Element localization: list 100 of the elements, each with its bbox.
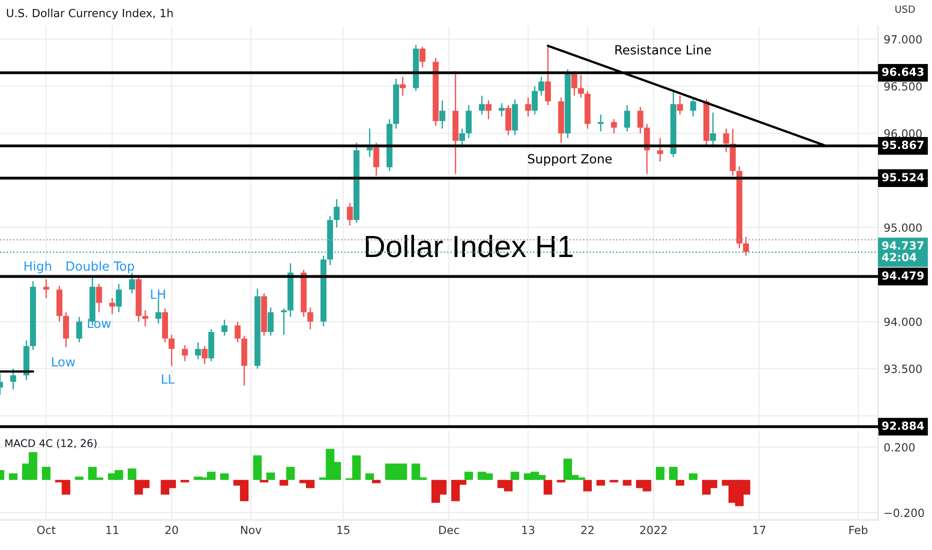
bar	[220, 473, 229, 480]
bar	[510, 472, 520, 480]
candlestick	[234, 320, 241, 343]
candlestick	[525, 96, 532, 118]
candlestick	[743, 236, 749, 256]
candlestick	[307, 306, 314, 330]
candlestick	[486, 100, 492, 120]
bar	[556, 480, 566, 482]
x-tick-label: 22	[581, 526, 594, 534]
bar	[622, 480, 632, 486]
candlestick	[366, 128, 373, 158]
candlestick	[195, 342, 202, 360]
x-tick-label: 15	[337, 526, 350, 534]
bar	[372, 480, 381, 484]
y-tick-label: 95.000	[884, 223, 922, 232]
candlestick	[624, 104, 630, 132]
bar	[280, 480, 288, 486]
bar	[365, 473, 374, 480]
candlestick	[578, 74, 584, 98]
candlestick	[346, 202, 353, 226]
bar	[260, 480, 268, 482]
x-tick-label: 17	[753, 526, 766, 534]
candlestick	[10, 368, 16, 390]
annotation: Resistance Line	[615, 44, 711, 55]
candlestick	[498, 102, 505, 118]
candlestick	[710, 112, 716, 148]
candlestick	[690, 96, 696, 118]
candlestick	[723, 128, 730, 153]
bar	[128, 468, 136, 480]
candlestick	[676, 95, 683, 116]
candlestick	[129, 272, 135, 294]
y-tick-label: 96.500	[884, 82, 922, 91]
bar	[8, 473, 18, 480]
candlestick	[538, 76, 544, 96]
x-tick-label: 11	[106, 526, 118, 534]
candlestick	[268, 306, 274, 336]
chart-title: U.S. Dollar Currency Index, 1h	[6, 8, 173, 20]
candlestick	[63, 312, 69, 348]
candlestick	[505, 104, 512, 136]
bar	[464, 472, 473, 480]
candlestick	[334, 198, 340, 228]
bar	[42, 466, 50, 480]
candlestick	[182, 344, 188, 362]
candlestick	[466, 104, 472, 139]
candlestick	[544, 46, 551, 106]
candlestick	[373, 142, 380, 176]
x-tick-label: Feb	[849, 526, 868, 534]
candlestick	[400, 76, 406, 96]
bar	[544, 480, 552, 495]
candlestick	[142, 310, 148, 327]
x-tick-label: 20	[165, 526, 178, 534]
bar	[180, 480, 190, 482]
ref-line-label: 94.479	[882, 271, 924, 280]
annotation: High	[24, 261, 52, 274]
bar	[74, 476, 84, 480]
x-tick-label: Dec	[439, 526, 459, 534]
candlestick	[96, 283, 102, 313]
candlestick	[221, 319, 228, 336]
candlestick	[478, 95, 485, 116]
candlestick	[116, 283, 122, 313]
ref-line-label: 92.884	[882, 422, 924, 430]
text: MACD 4C (12, 26)	[5, 439, 97, 448]
candlestick	[155, 298, 162, 324]
x-tick-label: 13	[522, 526, 534, 534]
y-tick-label: 93.500	[884, 364, 922, 374]
ref-line-label: 94.737 42:04	[882, 241, 924, 262]
annotation: Double Top	[66, 261, 134, 274]
annotation: LH	[151, 290, 165, 299]
candlestick	[571, 70, 578, 96]
candlestick	[459, 128, 466, 148]
ref-line-label: 95.867	[882, 140, 924, 150]
candlestick	[76, 316, 82, 343]
bar	[286, 466, 295, 480]
candlestick	[657, 137, 664, 162]
text: USD	[895, 5, 915, 13]
y-tick-label: −0.200	[884, 508, 924, 518]
x-tick-label: Nov	[241, 526, 262, 534]
ref-line-label: 96.643	[882, 68, 924, 76]
annotation: Dollar Index H1	[366, 234, 573, 258]
bar	[669, 466, 678, 480]
candlestick	[439, 100, 446, 130]
candlestick	[532, 86, 538, 116]
candlestick	[420, 46, 426, 68]
candlestick	[637, 106, 644, 134]
candlestick	[644, 123, 650, 174]
annotation: Low	[88, 318, 111, 328]
candlestick	[610, 118, 617, 134]
bar	[253, 455, 262, 480]
bar	[676, 480, 684, 486]
bar	[596, 480, 606, 486]
ref-line-label: 95.524	[882, 172, 924, 182]
annotation: LL	[162, 374, 175, 384]
bar	[610, 480, 618, 482]
bar	[688, 473, 698, 480]
candlestick	[202, 345, 208, 365]
annotation: Support Zone	[528, 154, 612, 166]
x-tick-label: Oct	[37, 526, 56, 534]
candlestick	[598, 114, 604, 132]
candlestick	[168, 334, 175, 366]
bar	[266, 472, 275, 480]
